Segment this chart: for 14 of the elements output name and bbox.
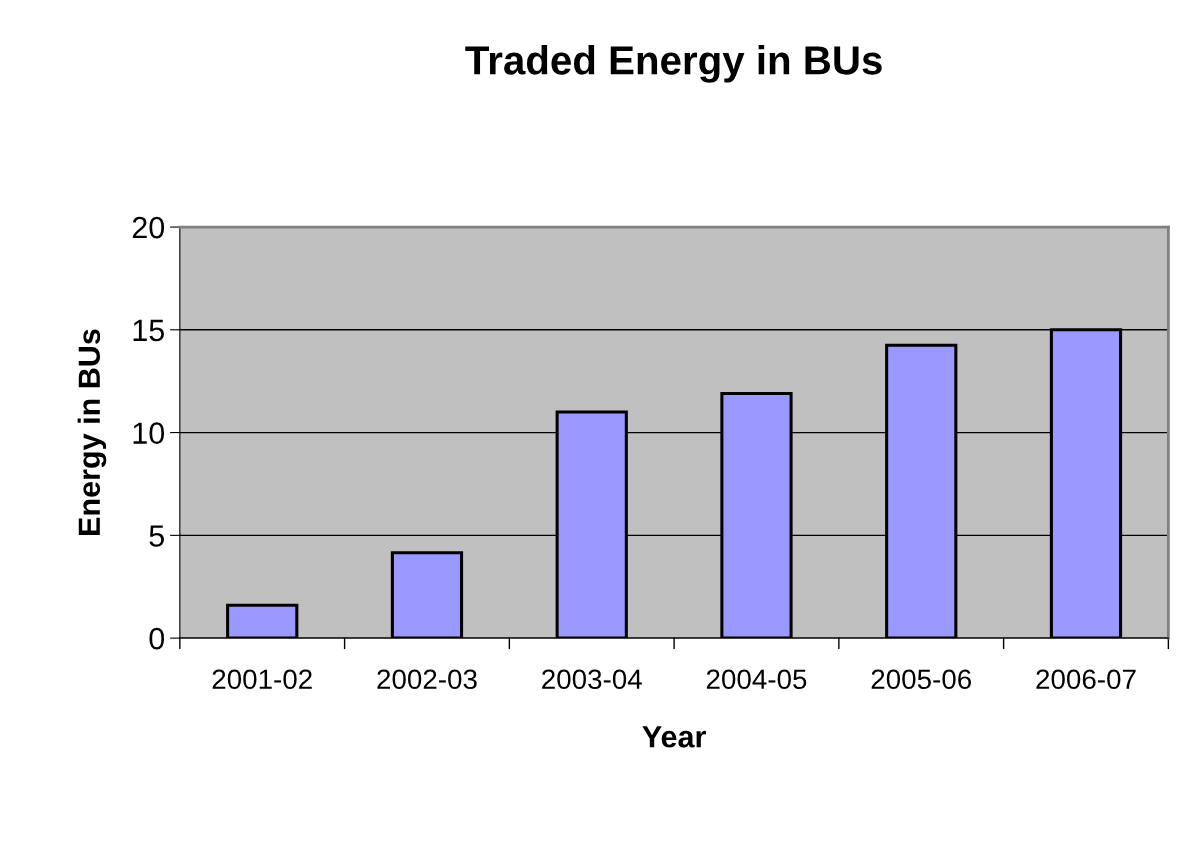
x-tick-label: 2002-03 (377, 669, 477, 690)
y-tick-label: 0 (149, 627, 165, 650)
y-tick-label: 15 (133, 319, 164, 342)
y-tick-label: 20 (132, 216, 165, 239)
x-tick-label: 2004-05 (706, 669, 807, 690)
y-tick-label: 10 (133, 422, 165, 444)
y-axis-title: Energy in BUs (77, 329, 107, 535)
chart-title: Traded Energy in BUs (465, 45, 882, 83)
x-tick-label: 2003-04 (542, 669, 642, 690)
x-tick-label: 2006-07 (1036, 669, 1136, 690)
x-axis-title: Year (642, 726, 706, 748)
x-tick-label: 2001-02 (212, 669, 312, 690)
x-tick-label: 2005-06 (871, 669, 971, 690)
y-tick-label: 5 (149, 525, 164, 547)
